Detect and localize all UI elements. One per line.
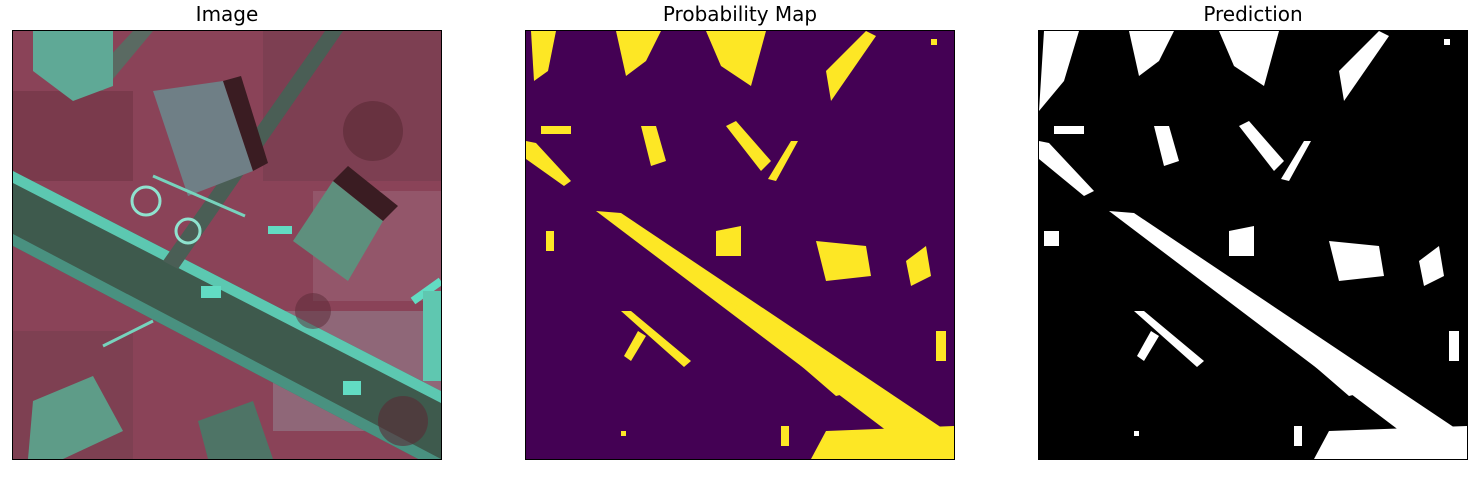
aerial-image: [13, 31, 441, 459]
prediction-panel: [1038, 30, 1468, 460]
prediction-panel-title: Prediction: [1203, 2, 1303, 26]
probability-map-panel: [525, 30, 955, 460]
probability-map-panel-title: Probability Map: [662, 2, 818, 26]
prediction-mask: [1039, 31, 1467, 459]
aerial-image-panel: [12, 30, 442, 460]
image-panel-title: Image: [195, 2, 259, 26]
probability-map: [526, 31, 954, 459]
